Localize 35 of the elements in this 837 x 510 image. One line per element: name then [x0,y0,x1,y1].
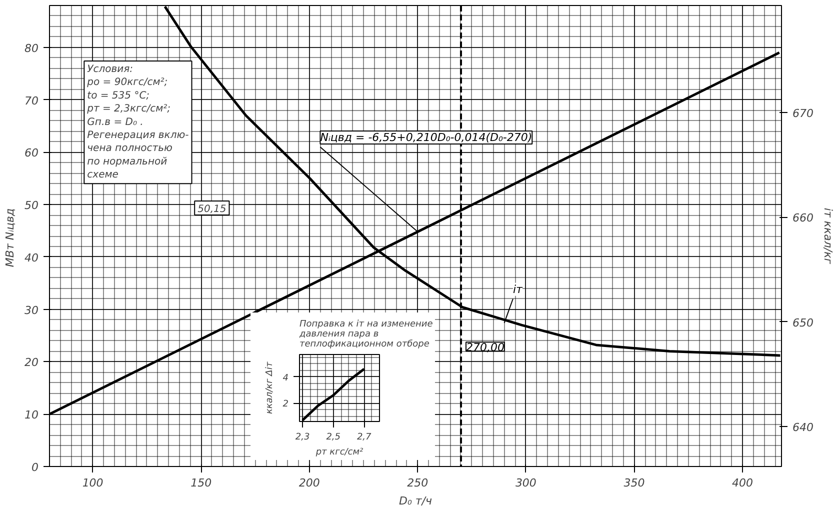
y2-tick-label: 640 [792,421,814,434]
annotation: Nᵢцвд = -6,55+0,210D₀-0,014(D₀-270) [320,130,532,144]
x-tick-label: 300 [515,476,536,490]
y2-tick-label: 650 [792,316,814,330]
y-axis-title: ккал/кг Δiт [264,361,275,414]
x-tick-label: 2,3 [295,432,310,442]
chart-title: Поправка к iт на изменение давления пара в теплофикационном отборе [298,320,434,350]
y-tick-label: 50 [24,199,39,212]
annotation: 50,15 [198,204,226,216]
x-tick-label: 150 [190,476,212,490]
x-tick-label: 2,7 [356,432,372,442]
annotation: iт [512,282,524,296]
y-tick-label: 40 [24,251,39,264]
y-tick-label: 2 [282,400,289,410]
y-tick-label: 0 [32,461,38,474]
x-tick-label: 350 [624,476,645,490]
y2-tick-label: 660 [792,212,814,225]
x-tick-label: 100 [82,476,104,490]
y-tick-label: 80 [24,42,39,55]
y2-tick-label: 670 [792,106,814,120]
x-tick-label: 400 [732,476,754,490]
y-tick-label: 10 [24,408,39,422]
x-axis-title: D₀ т/ч [399,494,432,508]
y-tick-label: 70 [24,94,39,108]
y-axis-title: МВт Nᵢцвд [4,208,17,268]
y-tick-label: 20 [24,356,39,370]
y-tick-label: 4 [282,373,289,384]
y-tick-label: 60 [24,146,39,160]
text: Условия: po = 90кгс/см²; to = 535 °C; pт = 2,3кгс/см²; Gп.в = D₀ . Регенерация вклю- чена полностью по нормальной схеме [87,64,189,181]
x-tick-label: 2,5 [326,432,341,442]
x-axis-title: pт кгс/см² [314,448,364,458]
y2-axis-title: iт ккал/кг [821,208,834,264]
x-tick-label: 200 [298,476,320,490]
x-tick-label: 250 [407,476,428,490]
y-tick-label: 30 [24,304,39,317]
